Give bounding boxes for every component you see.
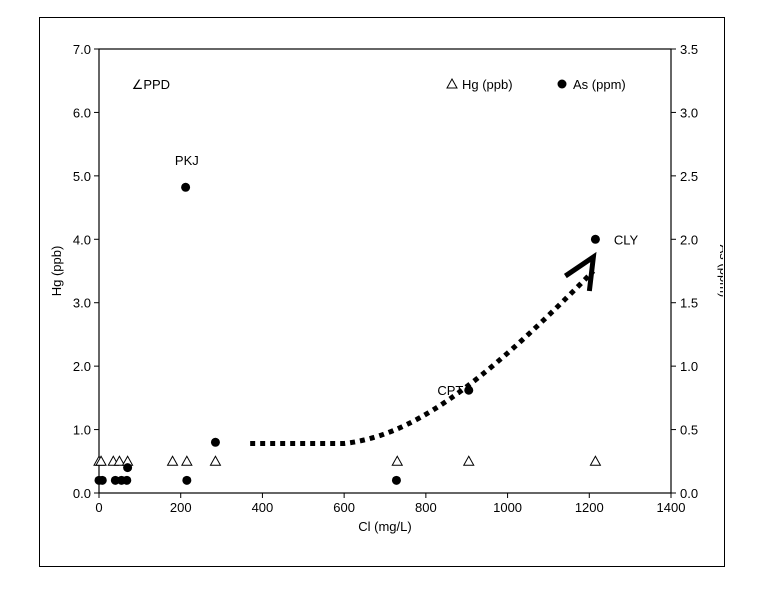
as-point (210, 437, 220, 447)
x-tick-label: 1000 (493, 500, 522, 515)
y-left-tick-label: 7.0 (73, 42, 91, 57)
as-point (590, 234, 600, 244)
annotation-label: CLY (614, 232, 639, 247)
y-right-tick-label: 1.0 (680, 359, 698, 374)
trend-arrow-line (250, 269, 596, 447)
y-right-tick-label: 0.0 (680, 486, 698, 501)
as-point (123, 463, 133, 473)
x-tick-label: 1400 (657, 500, 686, 515)
hg-point (209, 455, 222, 466)
y-left-tick-label: 3.0 (73, 296, 91, 311)
hg-point (166, 455, 179, 466)
annotation-label: CPT (437, 383, 463, 398)
x-tick-label: 400 (252, 500, 274, 515)
x-tick-label: 0 (95, 500, 102, 515)
y-right-tick-label: 2.0 (680, 232, 698, 247)
y-left-tick-label: 2.0 (73, 359, 91, 374)
hg-point (391, 455, 404, 466)
legend-as-marker (557, 79, 567, 89)
x-tick-label: 600 (333, 500, 355, 515)
y-left-axis-title: Hg (ppb) (49, 246, 64, 297)
trend-arrow-head (563, 251, 597, 292)
y-left-tick-label: 0.0 (73, 486, 91, 501)
y-left-tick-label: 1.0 (73, 423, 91, 438)
hg-point (180, 455, 193, 466)
chart-frame: 0 200 400 600 800 1000 1200 1400 0.0 1.0 2.0 3.0 4.0… (39, 17, 725, 567)
x-axis-title: Cl (mg/L) (358, 519, 411, 534)
as-point (122, 475, 132, 485)
y-right-tick-label: 2.5 (680, 169, 698, 184)
hg-point (113, 455, 126, 466)
as-point (464, 385, 474, 395)
y-left-tick-label: 4.0 (73, 232, 91, 247)
as-point (97, 475, 107, 485)
x-tick-label: 200 (170, 500, 192, 515)
y-left-tick-label: 5.0 (73, 169, 91, 184)
as-point (391, 475, 401, 485)
annotation-label: ∠PPD (132, 77, 170, 92)
legend-as-label: As (ppm) (573, 77, 626, 92)
plot-area (98, 48, 672, 494)
y-right-tick-label: 0.5 (680, 423, 698, 438)
as-point (181, 182, 191, 192)
y-right-tick-label: 3.0 (680, 105, 698, 120)
as-point (182, 475, 192, 485)
hg-point (589, 455, 602, 466)
y-right-axis-title: As (ppm) (717, 245, 723, 298)
x-tick-label: 800 (415, 500, 437, 515)
y-left-tick-label: 6.0 (73, 105, 91, 120)
chart-svg: 0 200 400 600 800 1000 1200 14000.01.02.03.04.0… (49, 42, 723, 534)
legend-hg-label: Hg (ppb) (462, 77, 513, 92)
legend-hg-marker (446, 77, 458, 89)
y-right-tick-label: 3.5 (680, 42, 698, 57)
x-tick-label: 1200 (575, 500, 604, 515)
y-right-tick-label: 1.5 (680, 296, 698, 311)
hg-point (95, 455, 107, 466)
annotation-label: PKJ (175, 153, 199, 168)
hg-point (462, 455, 475, 466)
